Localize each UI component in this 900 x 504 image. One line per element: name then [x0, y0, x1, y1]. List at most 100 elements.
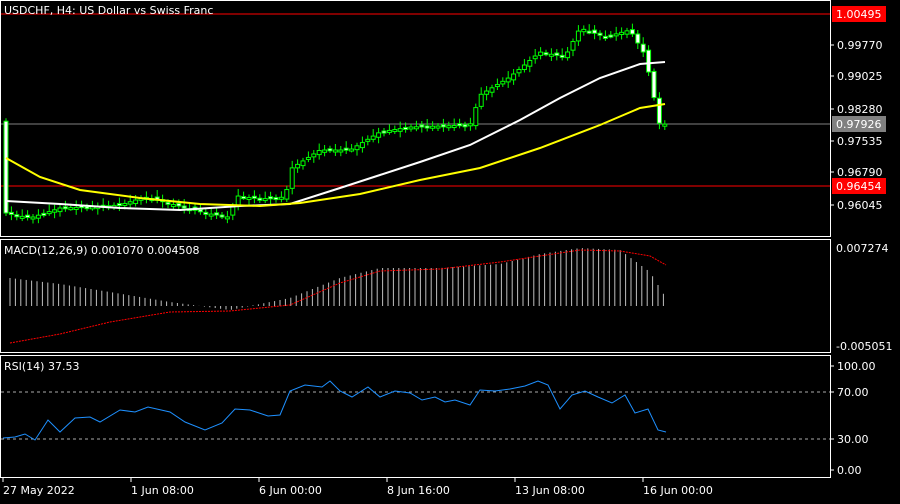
candle-body — [446, 125, 452, 129]
candle-body — [8, 211, 14, 215]
candle-body — [586, 30, 592, 34]
rsi-tick-label: 100.00 — [837, 360, 876, 373]
time-tick-label: 13 Jun 08:00 — [515, 484, 585, 497]
rsi-line — [2, 380, 667, 441]
candle-body — [62, 206, 68, 210]
price-tick-label: 0.97535 — [837, 135, 883, 148]
candle-body — [295, 163, 301, 169]
rsi-layer — [2, 380, 667, 441]
candle-body — [349, 148, 355, 152]
candle-body — [592, 29, 598, 34]
candle-body — [273, 197, 279, 201]
candle-body — [68, 207, 74, 211]
candle-body — [219, 214, 225, 218]
candle-body — [25, 214, 31, 219]
price-tick-label: 0.99025 — [837, 70, 883, 83]
candle-body — [52, 209, 58, 213]
candle-body — [656, 97, 662, 124]
candle-body — [413, 126, 419, 130]
candle-body — [262, 198, 268, 202]
main-panel-frame — [0, 0, 831, 237]
candle-body — [494, 84, 500, 88]
time-tick-label: 8 Jun 16:00 — [387, 484, 450, 497]
macd-title: MACD(12,26,9) 0.001070 0.004508 — [4, 244, 200, 257]
candle-body — [516, 69, 522, 74]
time-tick-label: 1 Jun 08:00 — [131, 484, 194, 497]
candle-body — [197, 209, 203, 213]
candle-body — [241, 196, 247, 200]
macd-layer — [9, 248, 667, 344]
candle-body — [343, 147, 349, 151]
candle-body — [424, 125, 430, 129]
candle-body — [316, 150, 322, 156]
rsi-panel-frame — [0, 355, 831, 478]
rsi-tick-label: 30.00 — [837, 433, 869, 446]
candle-body — [532, 55, 538, 60]
candle-body — [127, 201, 133, 205]
candle-body — [386, 129, 392, 133]
candle-body — [451, 125, 457, 129]
candle-body — [419, 124, 425, 128]
candle-body — [284, 189, 290, 200]
candle-body — [57, 207, 63, 213]
rsi-tick-label: 70.00 — [837, 386, 869, 399]
candle-body — [46, 211, 52, 215]
candle-body — [640, 43, 646, 53]
level-tag-bottom: 0.96454 — [832, 178, 886, 194]
candle-body — [251, 195, 257, 199]
svg-text:0.96454: 0.96454 — [836, 180, 882, 193]
candle-body — [322, 149, 328, 153]
candle-body — [354, 145, 360, 151]
time-axis: 27 May 2022 1 Jun 08:00 6 Jun 00:00 8 Ju… — [2, 478, 713, 497]
candle-body — [457, 123, 463, 127]
macd-tick-label: -0.005051 — [836, 340, 892, 353]
macd-panel-frame — [0, 239, 831, 353]
macd-tick-label: 0.007274 — [836, 242, 889, 255]
candle-body — [165, 201, 171, 205]
candle-body — [651, 70, 657, 99]
candle-body — [608, 34, 614, 38]
time-tick-label: 16 Jun 00:00 — [643, 484, 713, 497]
candle-body — [581, 28, 587, 33]
candle-body — [570, 41, 576, 51]
candle-body — [662, 123, 668, 127]
candle-body — [505, 77, 511, 83]
candle-body — [527, 60, 533, 67]
candle-body — [268, 196, 274, 200]
rsi-tick-label: 0.00 — [837, 464, 862, 477]
candle-body — [181, 205, 187, 209]
candle-body — [403, 126, 409, 130]
moving-averages-layer — [5, 61, 666, 212]
candle-body — [635, 33, 641, 44]
candle-body — [575, 30, 581, 42]
candle-body — [365, 138, 371, 142]
candle-body — [305, 156, 311, 160]
candle-body — [311, 153, 317, 158]
candle-body — [624, 30, 630, 35]
candle-body — [478, 93, 484, 107]
candle-body — [565, 51, 571, 59]
candle-body — [224, 216, 230, 220]
candle-body — [538, 51, 544, 56]
ma-slow-line — [5, 103, 666, 208]
candle-body — [435, 125, 441, 129]
candle-body — [376, 132, 382, 138]
candle-body — [203, 211, 209, 215]
candle-body — [484, 90, 490, 95]
candle-body — [559, 54, 565, 58]
candle-body — [489, 87, 495, 93]
candle-body — [257, 197, 263, 201]
candle-body — [170, 204, 176, 208]
candle-body — [208, 213, 214, 217]
candle-body — [613, 33, 619, 37]
time-tick-label: 6 Jun 00:00 — [259, 484, 322, 497]
candle-body — [338, 149, 344, 153]
price-tick-label: 0.96045 — [837, 199, 883, 212]
candle-body — [381, 130, 387, 134]
candle-body — [408, 126, 414, 130]
candle-body — [84, 206, 90, 210]
level-tag-top: 1.00495 — [832, 6, 886, 22]
candle-body — [440, 124, 446, 128]
